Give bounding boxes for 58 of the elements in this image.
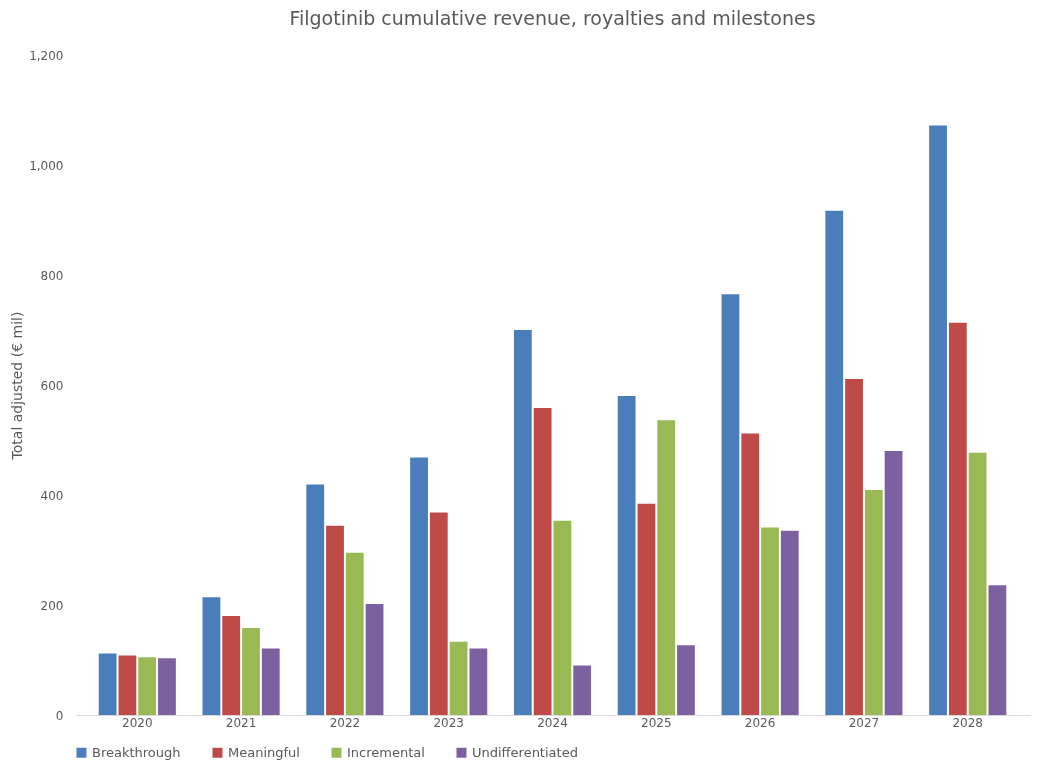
y-axis-title: Total adjusted (€ mil) <box>9 311 26 461</box>
x-tick-label: 2020 <box>122 715 153 730</box>
y-tick-label: 0 <box>55 708 64 723</box>
legend-label: Incremental <box>347 744 425 760</box>
y-tick-label: 1,000 <box>29 158 64 173</box>
x-tick-label: 2021 <box>225 715 257 730</box>
x-tick-label: 2023 <box>433 715 464 730</box>
chart-title: Filgotinib cumulative revenue, royalties and milestones <box>289 7 816 29</box>
bar <box>410 457 428 715</box>
x-tick-label: 2024 <box>537 715 568 730</box>
bar <box>242 628 260 715</box>
bar <box>345 552 364 715</box>
legend-label: Undifferentiated <box>472 744 578 760</box>
bar <box>573 665 592 715</box>
bar <box>637 503 656 715</box>
legend-label: Breakthrough <box>92 744 181 760</box>
bar <box>988 585 1007 715</box>
bar <box>929 125 947 715</box>
bar <box>222 616 241 715</box>
y-tick-label: 800 <box>40 268 64 283</box>
legend-label: Meaningful <box>228 744 300 760</box>
y-tick-label: 400 <box>40 488 64 503</box>
bar <box>118 655 137 715</box>
bar <box>513 330 532 715</box>
x-tick-label: 2028 <box>952 715 983 730</box>
bar <box>741 433 760 715</box>
x-tick-label: 2025 <box>641 715 672 730</box>
bar <box>202 597 221 715</box>
bar <box>677 645 695 715</box>
bar <box>449 641 468 715</box>
bar <box>306 484 325 715</box>
bar <box>98 653 117 715</box>
bar <box>553 520 572 715</box>
bar <box>429 512 448 715</box>
bar <box>864 490 883 715</box>
y-tick-label: 1,200 <box>29 48 64 63</box>
bar <box>948 322 967 715</box>
bar <box>261 648 280 715</box>
bar <box>158 658 176 715</box>
bar <box>617 396 636 715</box>
y-tick-label: 600 <box>40 378 64 393</box>
bar <box>533 408 552 715</box>
x-tick-label: 2027 <box>848 715 880 730</box>
x-tick-label: 2026 <box>744 715 776 730</box>
bar <box>469 648 488 715</box>
bar <box>825 210 844 715</box>
bar <box>884 451 903 715</box>
bar <box>761 527 779 715</box>
x-tick-label: 2022 <box>329 715 361 730</box>
bar <box>721 294 740 715</box>
bar <box>326 525 344 715</box>
bar <box>845 378 863 715</box>
bar <box>365 603 384 715</box>
y-tick-label: 200 <box>40 598 64 613</box>
bar <box>780 530 799 715</box>
bar <box>138 657 157 715</box>
bar <box>968 452 987 715</box>
bar <box>657 420 676 715</box>
